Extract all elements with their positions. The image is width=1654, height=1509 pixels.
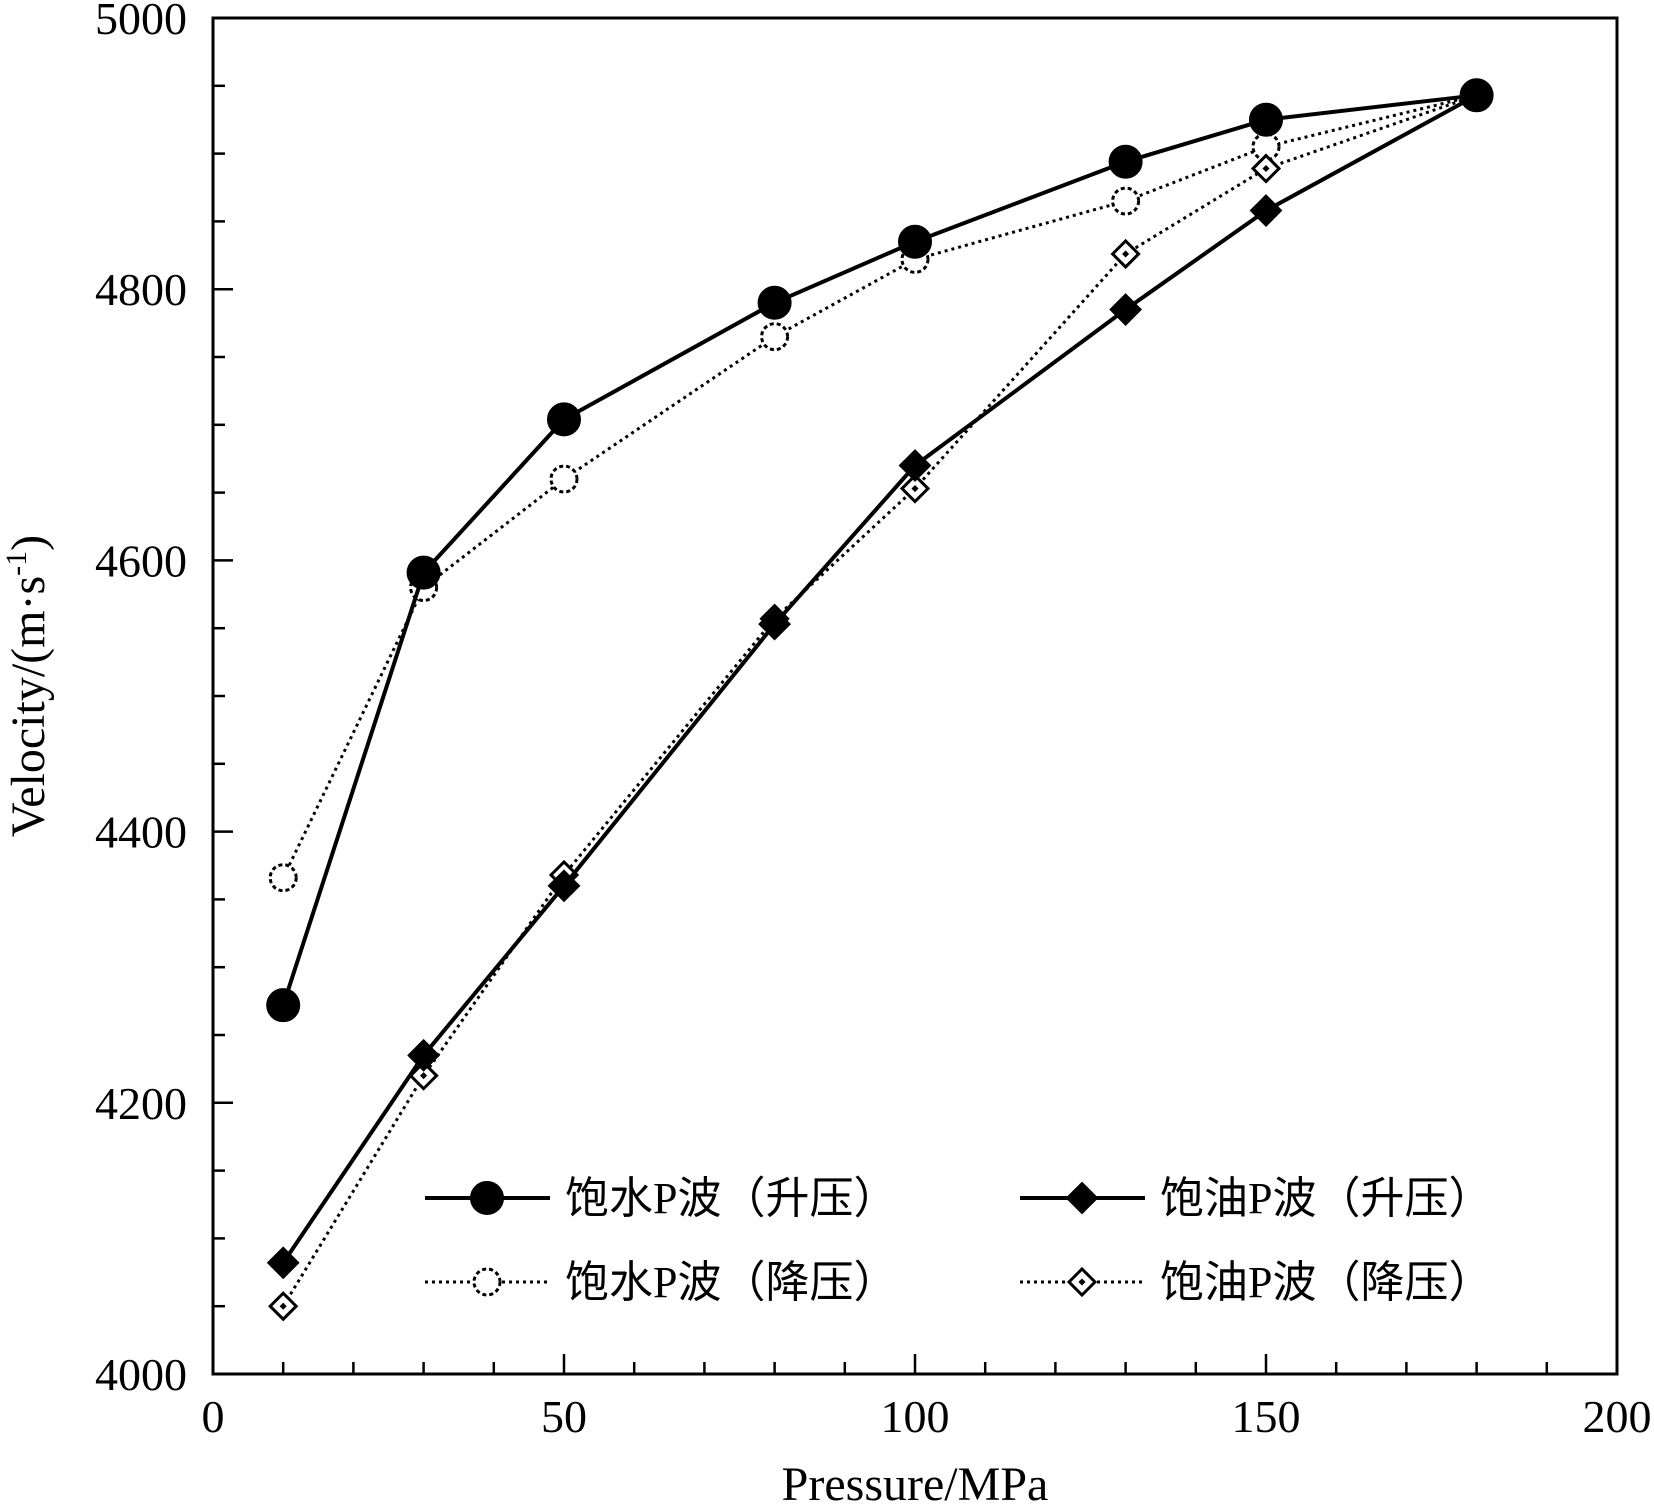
y-tick-label: 4800 xyxy=(95,264,187,315)
data-point xyxy=(266,1246,300,1280)
data-point xyxy=(1111,186,1141,216)
legend-label: 饱油P波（升压） xyxy=(1160,1174,1492,1223)
y-axis-title: Velocity/(m·s-1) xyxy=(0,535,55,837)
data-point xyxy=(760,322,790,352)
x-tick-label: 100 xyxy=(881,1391,950,1442)
data-point xyxy=(406,555,441,590)
y-tick-label: 4000 xyxy=(95,1349,187,1400)
legend-item: 饱油P波（升压） xyxy=(1020,1174,1492,1223)
y-axis-title-main: Velocity/(m·s xyxy=(2,576,55,837)
legend-label: 饱水P波（降压） xyxy=(565,1258,897,1307)
y-axis-title-superscript: -1 xyxy=(0,551,33,576)
plot-area-frame xyxy=(211,16,1619,1376)
data-point xyxy=(547,869,581,903)
series-line xyxy=(281,93,1478,1307)
series-line xyxy=(281,93,1477,879)
legend-item: 饱油P波（降压） xyxy=(1020,1258,1492,1307)
data-point xyxy=(898,449,932,482)
series-4 xyxy=(268,80,1492,1322)
x-tick-label: 50 xyxy=(541,1391,587,1442)
data-point xyxy=(547,402,581,437)
legend: 饱水P波（升压） 饱油P波（升压） 饱水P波（降压） 饱油P波（降压） xyxy=(425,1174,1492,1307)
series-layer xyxy=(266,78,1494,1322)
data-point xyxy=(1249,194,1283,227)
legend-item: 饱水P波（降压） xyxy=(425,1258,897,1307)
series-2 xyxy=(266,78,1494,1280)
data-point xyxy=(407,1038,441,1072)
data-point xyxy=(266,988,301,1023)
data-point xyxy=(757,285,792,320)
axis-ticks xyxy=(211,16,1619,1376)
data-point xyxy=(1460,78,1494,112)
series-1 xyxy=(266,78,1494,1023)
y-tick-label: 5000 xyxy=(95,0,187,44)
data-point xyxy=(1109,293,1143,326)
data-point xyxy=(758,607,792,641)
data-point xyxy=(1249,102,1283,137)
y-axis-title-close: ) xyxy=(2,535,55,551)
y-tick-label: 4600 xyxy=(95,535,187,586)
data-point-center xyxy=(911,484,919,493)
x-tick-label: 150 xyxy=(1232,1391,1301,1442)
tick-labels: 0 50 100 150 200 4000 4200 4400 4600 4800 5000 xyxy=(95,0,1652,1442)
legend-marker xyxy=(472,1267,502,1297)
legend-marker xyxy=(470,1181,504,1215)
legend-label: 饱水P波（升压） xyxy=(565,1174,897,1223)
data-point xyxy=(1251,132,1281,162)
x-tick-label: 200 xyxy=(1583,1391,1652,1442)
series-line xyxy=(281,93,1477,1006)
data-point xyxy=(898,224,932,259)
x-tick-label: 0 xyxy=(202,1391,225,1442)
legend-label: 饱油P波（降压） xyxy=(1160,1258,1492,1307)
legend-item: 饱水P波（升压） xyxy=(425,1174,897,1223)
data-point xyxy=(1108,144,1143,179)
y-tick-label: 4200 xyxy=(95,1078,187,1129)
series-line xyxy=(281,93,1478,1264)
legend-marker xyxy=(1065,1181,1099,1215)
y-tick-label: 4400 xyxy=(95,807,187,858)
series-3 xyxy=(268,80,1492,893)
data-point xyxy=(268,863,298,893)
x-axis-title: Pressure/MPa xyxy=(782,1458,1049,1504)
data-point xyxy=(549,464,579,494)
